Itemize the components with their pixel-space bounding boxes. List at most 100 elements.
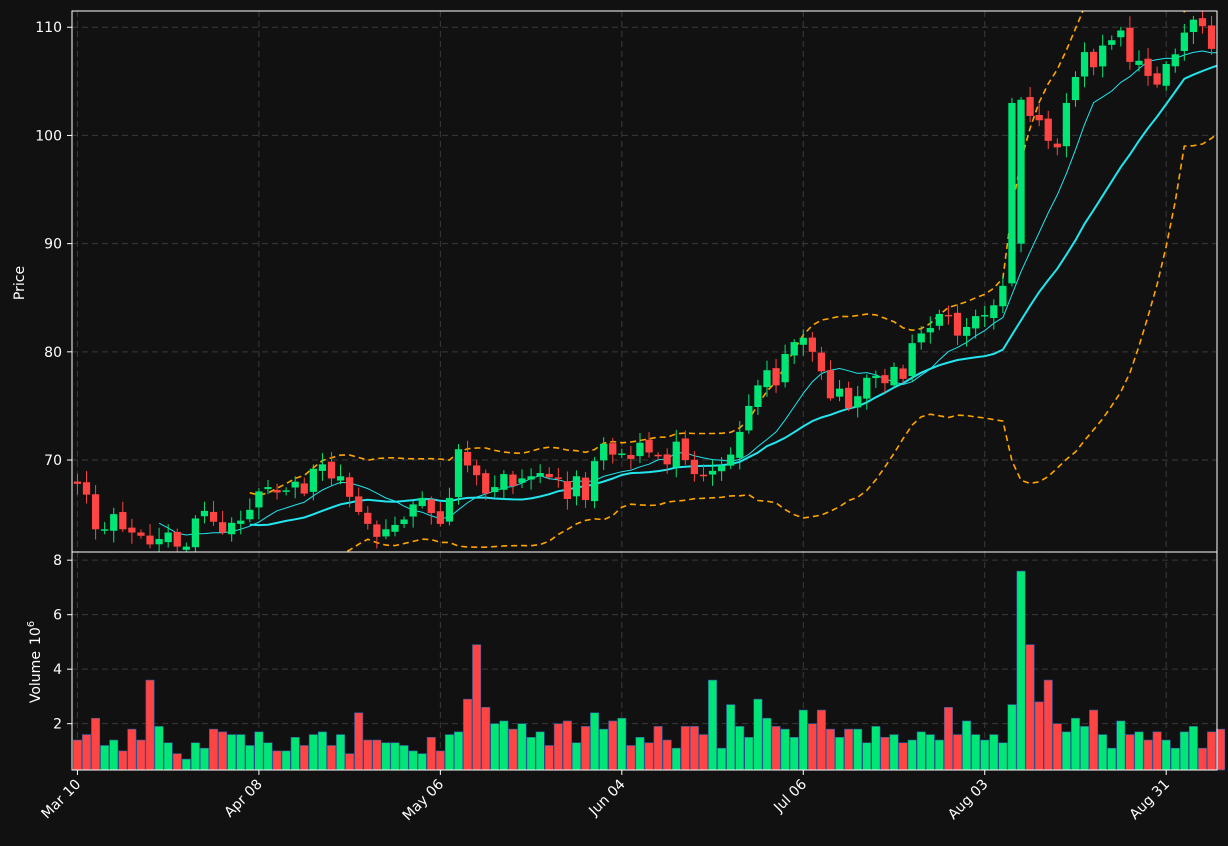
candle-body [663, 454, 671, 465]
candle-body [699, 474, 708, 477]
volume-bar [1107, 747, 1117, 771]
candle [382, 519, 390, 540]
volume-bar [726, 704, 736, 771]
candle-body [1207, 25, 1216, 49]
candle [336, 464, 345, 485]
volume-bar [499, 720, 509, 771]
volume-bar [236, 734, 246, 771]
candle [291, 476, 299, 499]
candle-body [926, 328, 934, 333]
candle-body [1053, 143, 1061, 148]
candle [327, 451, 336, 486]
volume-bar [1170, 747, 1180, 771]
volume-bar [1007, 704, 1017, 771]
volume-bar [381, 742, 391, 771]
volume-bar [1016, 570, 1026, 771]
volume-bar [998, 742, 1008, 771]
candle-body [590, 461, 599, 502]
volume-bar [1034, 701, 1044, 771]
candle [663, 448, 671, 474]
candle-body [173, 531, 181, 547]
volume-bar [1080, 726, 1090, 771]
candle-body [1162, 64, 1170, 86]
volume-bar [1061, 731, 1071, 771]
candle [899, 364, 907, 384]
candle-body [82, 482, 91, 495]
candle [101, 521, 109, 535]
volume-bar [980, 739, 990, 771]
volume-axis-label: Volume 106 [26, 621, 44, 703]
moving-average-fast-line [158, 50, 1217, 536]
candle-body [101, 529, 109, 531]
candle [563, 471, 572, 510]
candle [645, 432, 653, 458]
candle-body [491, 487, 499, 493]
candle [355, 487, 363, 516]
candle [926, 316, 934, 344]
candle [164, 524, 172, 548]
volume-bar [853, 728, 863, 771]
volume-bar [163, 742, 173, 771]
volume-bar [363, 739, 373, 771]
candle [554, 467, 562, 488]
candle [436, 502, 444, 527]
volume-bar [671, 747, 681, 771]
candle-body [73, 481, 82, 484]
volume-bar [1052, 723, 1062, 771]
candle [953, 304, 962, 345]
volume-bar [272, 750, 282, 771]
volume-bar [91, 717, 101, 771]
candle [1144, 47, 1152, 86]
volume-bar [871, 726, 881, 771]
candle-body [763, 370, 771, 388]
candle [1089, 48, 1098, 76]
volume-bar [553, 723, 563, 771]
candle [73, 473, 82, 495]
candle-body [736, 431, 744, 458]
candle-body [845, 387, 853, 409]
volume-bar [898, 742, 908, 771]
candle-body [282, 490, 290, 492]
candle [91, 485, 100, 540]
candle-body [273, 490, 281, 493]
volume-bar [281, 750, 291, 771]
candle-body [110, 514, 118, 531]
candle-body [781, 353, 789, 383]
candle [708, 459, 717, 486]
candle-body [364, 512, 372, 524]
candle-body [119, 512, 127, 530]
candle-body [255, 491, 263, 508]
volume-bar [744, 736, 754, 771]
candle-body [609, 443, 617, 455]
volume-bar [735, 726, 745, 771]
candle-body [527, 476, 535, 480]
candle [246, 498, 254, 523]
candle [890, 362, 898, 389]
volume-bar [916, 731, 926, 771]
volume-bar [372, 739, 382, 771]
candle-body [1135, 60, 1143, 65]
candle-body [445, 497, 454, 522]
candle [137, 529, 145, 539]
candle-body [264, 487, 272, 490]
volume-bar [1025, 644, 1035, 771]
volume-bar [889, 734, 899, 771]
candle [482, 469, 490, 501]
candle [863, 374, 871, 410]
candle [409, 500, 417, 528]
volume-bar [145, 679, 155, 771]
candle [881, 368, 889, 394]
volume-bar [136, 739, 146, 771]
candle [200, 501, 209, 524]
candle [1017, 96, 1025, 253]
volume-bar [934, 739, 944, 771]
candle-body [454, 449, 463, 497]
volume-bar [844, 728, 854, 771]
candle-body [155, 539, 163, 545]
volume-bar [862, 742, 872, 771]
candle [999, 276, 1007, 314]
candle-body [1117, 30, 1125, 38]
candle-body [500, 474, 508, 490]
candle-body [953, 312, 962, 336]
candle-body [1062, 102, 1071, 147]
